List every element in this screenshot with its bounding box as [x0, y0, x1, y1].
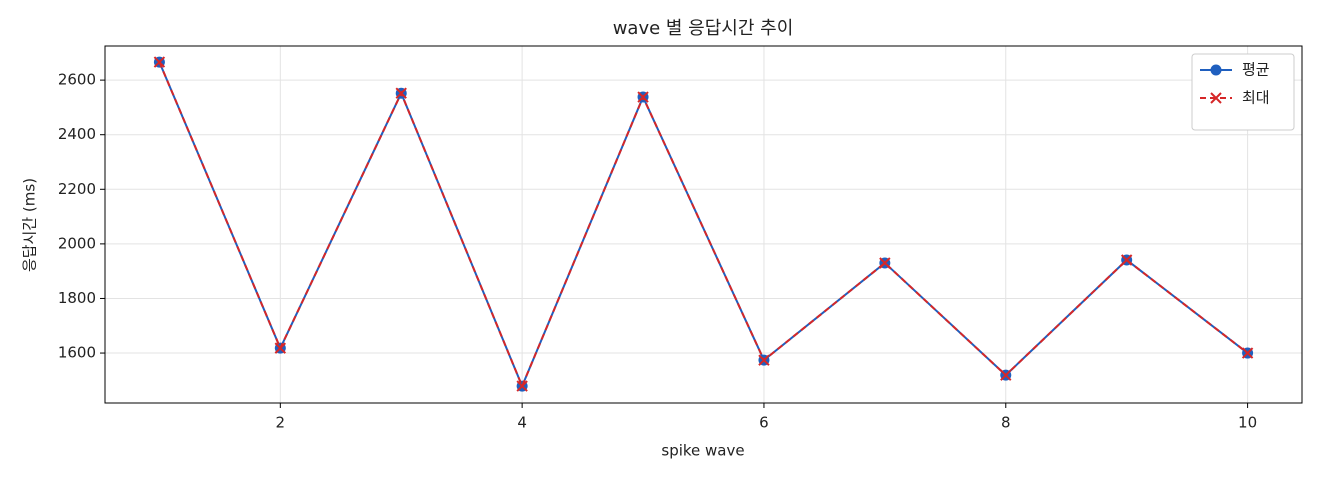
x-tick-label: 4 [517, 414, 527, 432]
marker [637, 91, 649, 103]
legend-marker [1210, 64, 1222, 76]
series-line [158, 61, 1249, 389]
marker [758, 354, 770, 366]
x-axis-label: spike wave [661, 442, 744, 460]
legend-label: 평균 [1242, 61, 1270, 79]
legend-label: 최대 [1242, 89, 1270, 107]
x-tick-label: 6 [759, 414, 769, 432]
marker [1241, 347, 1254, 359]
y-tick-label: 1600 [58, 344, 96, 362]
marker [1120, 254, 1133, 266]
x-tick-label: 2 [276, 414, 286, 432]
chart-title: wave 별 응답시간 추이 [613, 18, 794, 39]
x-tick-label: 10 [1238, 414, 1257, 432]
y-tick-label: 2600 [58, 71, 96, 89]
y-tick-label: 1800 [58, 289, 96, 307]
marker [395, 87, 407, 99]
marker [153, 56, 166, 68]
marker [516, 380, 528, 392]
marker [1000, 369, 1012, 381]
y-tick-label: 2200 [58, 180, 96, 198]
x-tick-label: 8 [1001, 414, 1011, 432]
marker [879, 257, 891, 269]
legend-marker [1210, 92, 1222, 104]
marker [274, 342, 287, 354]
y-axis-label: 응답시간 (ms) [21, 178, 39, 272]
y-tick-label: 2400 [58, 125, 96, 143]
y-tick-label: 2000 [58, 234, 96, 252]
plot-frame [104, 45, 1303, 404]
